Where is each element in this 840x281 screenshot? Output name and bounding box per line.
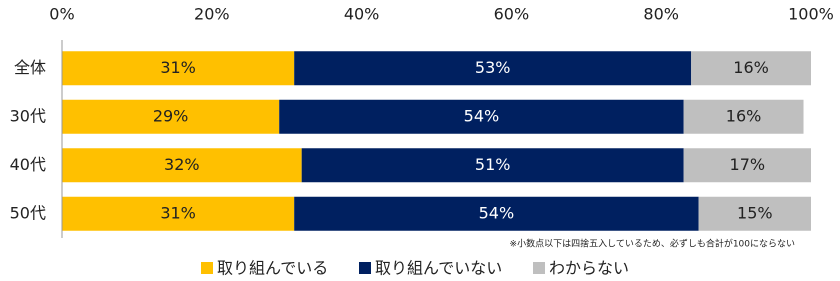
note: ※小数点以下は四捨五入しているため、必ずしも合計が100にならない [510, 238, 795, 250]
value-label: 17% [730, 155, 766, 174]
bar-segment [294, 51, 692, 86]
value-label: 54% [479, 203, 515, 222]
legend-label: 取り組んでいない [375, 259, 502, 278]
bar-segment [62, 196, 295, 231]
x-tick-label: 0% [49, 5, 74, 24]
bar-segment [691, 51, 811, 86]
bar-segment [698, 196, 811, 231]
value-label: 15% [737, 203, 773, 222]
y-tick-label: 50代 [10, 203, 46, 222]
legend-swatch [359, 262, 371, 274]
legend-label: わからない [549, 259, 629, 278]
bar-segment [62, 99, 280, 134]
value-label: 51% [475, 155, 511, 174]
y-tick-label: 30代 [10, 106, 46, 125]
x-tick-label: 100% [788, 5, 834, 24]
value-label: 31% [160, 203, 196, 222]
x-tick-label: 20% [194, 5, 230, 24]
x-tick-label: 80% [643, 5, 679, 24]
bar-segment [279, 99, 684, 134]
bar-segment [294, 196, 699, 231]
value-label: 16% [733, 58, 769, 77]
value-label: 53% [475, 58, 511, 77]
legend-swatch [533, 262, 545, 274]
value-label: 29% [153, 106, 189, 125]
value-label: 32% [164, 155, 200, 174]
y-tick-label: 40代 [10, 155, 46, 174]
legend-swatch [201, 262, 213, 274]
value-label: 31% [160, 58, 196, 77]
value-label: 16% [726, 106, 762, 125]
y-tick-label: 全体 [14, 58, 46, 77]
bar-segment [683, 99, 804, 134]
bar-segment [301, 148, 684, 183]
x-tick-label: 40% [344, 5, 380, 24]
bar-segment [62, 51, 295, 86]
bar-segment [62, 148, 302, 183]
value-label: 54% [464, 106, 500, 125]
x-tick-label: 60% [494, 5, 530, 24]
bar-segment [683, 148, 811, 183]
legend-label: 取り組んでいる [217, 259, 328, 278]
